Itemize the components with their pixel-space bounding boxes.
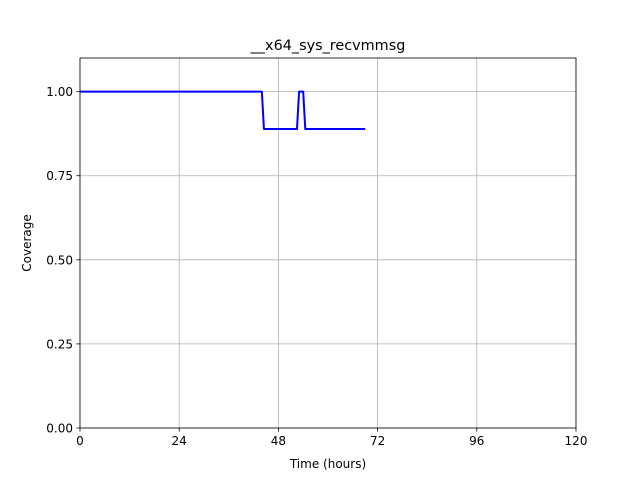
grid: [79, 58, 577, 429]
y-tick-label: 0.50: [46, 253, 73, 267]
x-axis-label: Time (hours): [289, 457, 366, 471]
x-tick-label: 72: [370, 434, 385, 448]
y-tick-label: 0.75: [46, 169, 73, 183]
series-layer: [80, 90, 366, 130]
x-tick-label: 48: [271, 434, 286, 448]
y-tick-label: 1.00: [46, 85, 73, 99]
y-tick-label: 0.00: [46, 422, 73, 436]
plot-area: [80, 58, 576, 428]
coverage-series-line: [80, 90, 366, 130]
axis-ticks: 0 24 48 72 96 120 0.00 0.25 0.50 0.75 1.00: [46, 85, 587, 448]
x-tick-label: 24: [172, 434, 187, 448]
x-tick-label: 96: [469, 434, 484, 448]
plot-frame: [79, 57, 577, 429]
y-tick-label: 0.25: [46, 337, 73, 351]
y-axis-label: Coverage: [20, 214, 34, 272]
x-tick-label: 120: [565, 434, 588, 448]
x-tick-label: 0: [76, 434, 84, 448]
chart-title: __x64_sys_recvmmsg: [250, 38, 406, 54]
